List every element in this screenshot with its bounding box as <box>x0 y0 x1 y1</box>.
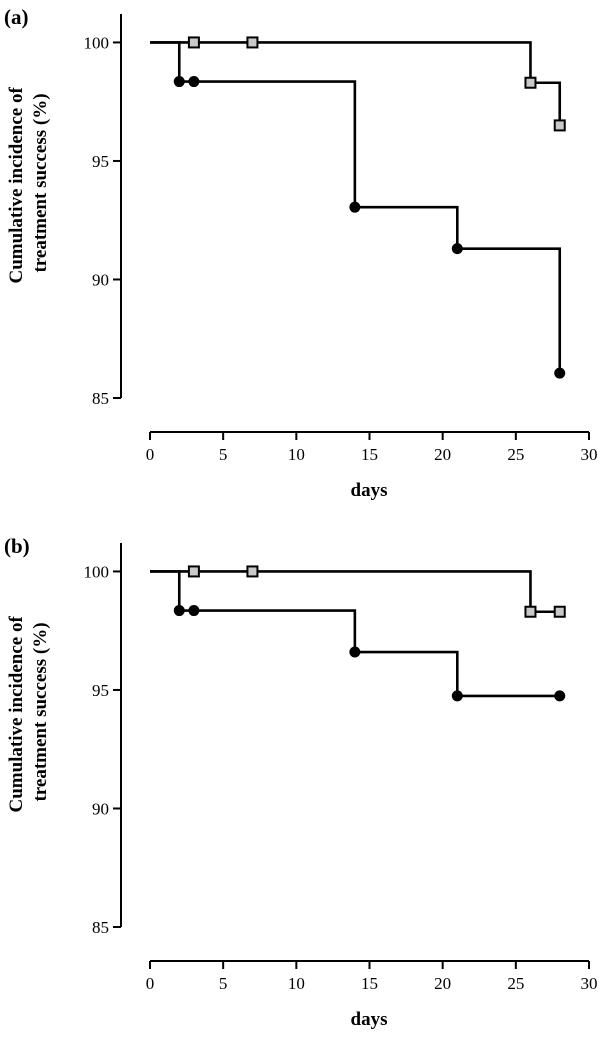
x-tick-label: 30 <box>581 974 598 993</box>
data-point-circle <box>554 690 566 702</box>
data-point-square <box>187 36 200 49</box>
data-point-circle <box>173 76 185 88</box>
x-tick-label: 20 <box>434 974 451 993</box>
x-axis-title: days <box>351 1009 388 1030</box>
data-point-circle <box>451 243 463 255</box>
data-point-square <box>524 605 537 618</box>
panel-label: (a) <box>4 5 29 29</box>
y-axis-title: Cumulative incidence of treatment succes… <box>6 611 51 812</box>
y-axis-title-line-2: treatment success (%) <box>30 622 51 801</box>
y-axis-title: Cumulative incidence of treatment succes… <box>6 82 51 283</box>
data-point-circle <box>451 690 463 702</box>
x-tick-label: 30 <box>581 445 598 464</box>
y-tick-label: 85 <box>92 389 109 408</box>
plot-area: 85 90 95 100 0 5 10 15 20 25 30 <box>84 14 598 464</box>
x-tick-label: 10 <box>288 445 305 464</box>
series-line-circle <box>150 570 560 698</box>
x-axis-title: days <box>351 480 388 501</box>
data-point-circle <box>349 201 361 213</box>
y-axis-title-line-1: Cumulative incidence of <box>6 87 27 284</box>
data-point-square <box>553 605 566 618</box>
data-point-circle <box>349 646 361 658</box>
data-point-circle <box>188 76 200 88</box>
data-point-circle <box>554 367 566 379</box>
data-point-square <box>246 565 259 578</box>
x-tick-label: 5 <box>219 974 228 993</box>
x-tick-label: 25 <box>507 445 524 464</box>
y-tick-label: 100 <box>84 562 110 581</box>
x-tick-label: 5 <box>219 445 228 464</box>
y-tick-label: 90 <box>92 799 109 818</box>
x-tick-label: 25 <box>507 974 524 993</box>
chart-panel-b: (b) Cumulative incidence of treatment su… <box>4 534 598 1030</box>
y-tick-label: 95 <box>92 152 109 171</box>
plot-area: 85 90 95 100 0 5 10 15 20 25 30 <box>84 543 598 993</box>
y-tick-label: 85 <box>92 918 109 937</box>
x-tick-label: 15 <box>361 974 378 993</box>
y-tick-label: 95 <box>92 681 109 700</box>
y-tick-label: 100 <box>84 33 110 52</box>
x-tick-label: 20 <box>434 445 451 464</box>
y-axis-title-line-1: Cumulative incidence of <box>6 616 27 813</box>
data-point-circle <box>173 605 185 617</box>
y-axis-title-line-2: treatment success (%) <box>30 93 51 272</box>
x-tick-label: 15 <box>361 445 378 464</box>
series-line-circle <box>150 41 562 374</box>
x-tick-label: 10 <box>288 974 305 993</box>
x-tick-label: 0 <box>146 445 155 464</box>
chart-panel-a: (a) Cumulative incidence of treatment su… <box>4 5 598 501</box>
data-point-square <box>187 565 200 578</box>
y-tick-label: 90 <box>92 270 109 289</box>
series-line-square <box>150 570 560 614</box>
data-point-square <box>553 119 566 132</box>
panel-label: (b) <box>4 534 30 558</box>
data-point-square <box>524 76 537 89</box>
data-point-circle <box>188 605 200 617</box>
data-point-square <box>246 36 259 49</box>
x-tick-label: 0 <box>146 974 155 993</box>
